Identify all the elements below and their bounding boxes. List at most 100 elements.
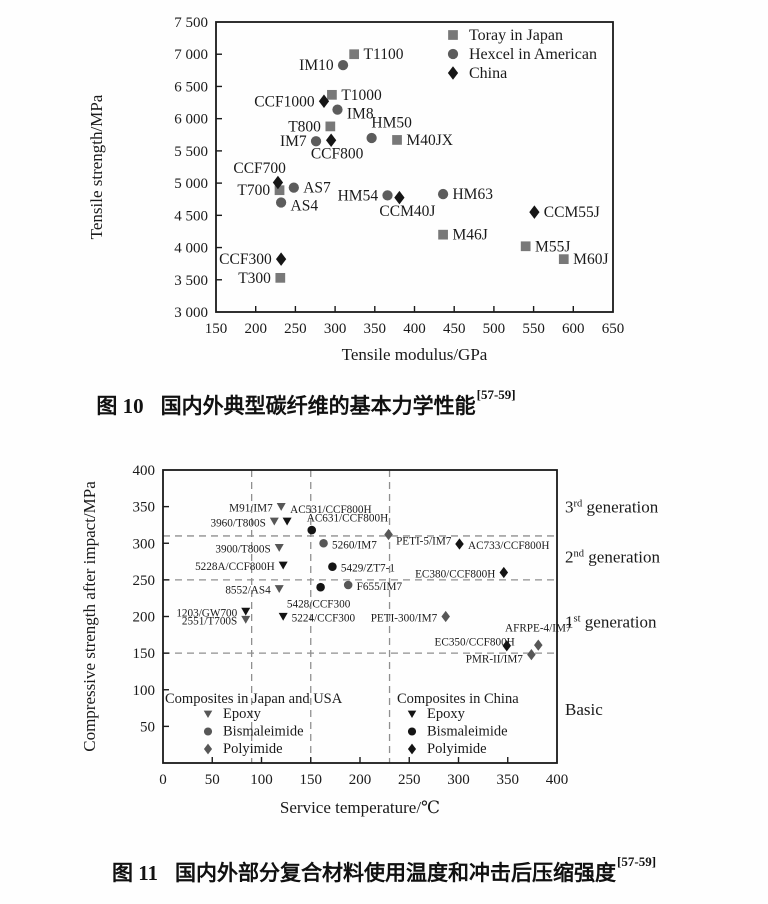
x-tick-label: 150	[300, 772, 323, 788]
data-point-1203/GW700	[241, 607, 251, 616]
y-tick-label: 350	[133, 500, 156, 516]
point-label-T300: T300	[238, 270, 271, 287]
figure10-scatter-chart: 150 200 250 300 350 400 450 500 550 600 650 3 000 3 …	[87, 15, 624, 364]
y-tick-label: 3 500	[174, 273, 208, 289]
figure11-caption: 图 11 国内外部分复合材料使用温度和冲击后压缩强度[57-59]	[0, 854, 768, 887]
point-label-M55J: M55J	[535, 238, 570, 255]
y-tick-label: 250	[133, 573, 156, 589]
legend-diamond-marker	[447, 66, 459, 80]
y-tick-label: 300	[133, 536, 156, 552]
point-label-T800: T800	[288, 118, 321, 135]
data-point-T1000	[327, 89, 337, 100]
x-tick-label: 0	[159, 772, 167, 788]
x-tick-label: 300	[447, 772, 470, 788]
data-point-CCF700	[272, 175, 284, 190]
figure11-caption-number: 图 11	[111, 861, 159, 885]
generation-label: 3rd generation	[565, 498, 659, 517]
x-tick-label: 250	[398, 772, 421, 788]
data-point-T1100	[349, 49, 360, 60]
generation-label-part: rd	[574, 499, 584, 510]
y-tick-label: 100	[133, 683, 156, 699]
y-axis-label: Compressive strength after impact/MPa	[80, 481, 99, 752]
data-point-CCF1000	[318, 94, 330, 109]
legend-triangle-down-marker	[407, 710, 417, 719]
legend-label: Hexcel in American	[469, 46, 597, 63]
point-label-AC733/CCF800H: AC733/CCF800H	[468, 540, 549, 552]
data-point-AS4	[275, 197, 287, 208]
data-point-PETI-300/IM7	[441, 610, 450, 623]
figure10-caption-reference: [57-59]	[476, 387, 516, 403]
y-tick-label: 5 000	[174, 176, 208, 192]
data-point-AC631/CCF800H	[307, 525, 317, 535]
generation-label-part: st	[574, 614, 581, 625]
y-tick-label: 6 500	[174, 79, 208, 95]
data-point-PETI-5/IM7	[384, 528, 393, 541]
point-label-3960/T800S: 3960/T800S	[210, 517, 265, 529]
data-point-HM63	[437, 188, 449, 200]
x-tick-label: 300	[324, 321, 347, 337]
x-tick-label: 450	[443, 321, 466, 337]
point-label-EC380/CCF800H: EC380/CCF800H	[415, 569, 495, 581]
y-axis-label: Tensile strength/MPa	[87, 94, 106, 239]
data-point-M55J	[520, 241, 531, 252]
point-label-IM10: IM10	[299, 57, 334, 74]
point-label-EC350/CCF800H: EC350/CCF800H	[435, 636, 515, 648]
x-tick-label: 150	[205, 321, 228, 337]
y-tick-label: 6 000	[174, 112, 208, 128]
y-tick-label: 200	[133, 610, 156, 626]
y-tick-label: 7 000	[174, 47, 208, 63]
x-tick-label: 200	[244, 321, 267, 337]
data-point-2551/T700S	[241, 615, 251, 624]
x-tick-label: 550	[522, 321, 545, 337]
legend-block-header: Composites in Japan and USA	[165, 691, 343, 707]
generation-label: 1st generation	[565, 613, 657, 632]
generation-label: Basic	[565, 700, 603, 719]
generation-label-part: 3	[565, 498, 574, 517]
legend-circle-marker	[407, 727, 417, 736]
generation-label-part: generation	[582, 498, 658, 517]
data-point-IM7	[310, 136, 322, 147]
point-label-CCF300: CCF300	[219, 251, 272, 268]
point-label-PMR-II/IM7: PMR-II/IM7	[466, 654, 524, 666]
x-tick-label: 400	[403, 321, 426, 337]
figure11-scatter-chart: 0 50 100 150 200 250 300 350 400 50 100 150 200 250 30…	[80, 463, 661, 817]
data-point-CCF800	[326, 133, 337, 148]
data-point-5224/CCF300	[278, 612, 288, 621]
point-label-HM63: HM63	[452, 186, 493, 203]
point-label-1203/GW700: 1203/GW700	[176, 607, 237, 619]
data-point-T300	[275, 272, 286, 283]
point-label-IM8: IM8	[347, 106, 374, 123]
legend-item-label: Polyimide	[223, 741, 283, 757]
legend-label: Toray in Japan	[469, 27, 563, 44]
x-tick-label: 600	[562, 321, 585, 337]
x-axis-label: Service temperature/℃	[280, 798, 440, 817]
point-label-5228A/CCF800H: 5228A/CCF800H	[195, 561, 275, 573]
y-tick-label: 4 500	[174, 208, 208, 224]
y-tick-label: 5 500	[174, 144, 208, 160]
point-label-M91/IM7: M91/IM7	[229, 503, 273, 515]
point-label-CCF800: CCF800	[311, 146, 364, 163]
point-label-5429/ZT7-1: 5429/ZT7-1	[341, 563, 395, 575]
generation-label-part: 1	[565, 613, 574, 632]
point-label-AFRPE-4/IM7: AFRPE-4/IM7	[505, 623, 572, 635]
point-label-M60J: M60J	[573, 251, 608, 268]
data-point-AS7	[288, 182, 299, 193]
figure11-caption-text: 国内外部分复合材料使用温度和冲击后压缩强度	[175, 861, 617, 885]
legend-item-label: Bismaleimide	[223, 724, 304, 740]
figure10-caption-text: 国内外典型碳纤维的基本力学性能	[160, 394, 476, 418]
legend-diamond-marker	[407, 743, 417, 755]
x-tick-label: 200	[349, 772, 372, 788]
y-tick-label: 3 000	[174, 305, 208, 321]
point-label-M40JX: M40JX	[406, 132, 453, 149]
point-label-T1100: T1100	[364, 46, 404, 63]
data-point-PMR-II/IM7	[527, 648, 536, 661]
legend-item-label: Epoxy	[427, 706, 466, 722]
data-point-M46J	[438, 229, 448, 240]
data-point-IM10	[337, 60, 349, 71]
data-point-5260/IM7	[319, 538, 328, 548]
legend-item-label: Polyimide	[427, 741, 487, 757]
point-label-F655/IM7: F655/IM7	[357, 581, 403, 593]
chart-legend: Toray in Japan Hexcel in American China	[447, 27, 597, 82]
data-point-M91/IM7	[276, 503, 286, 511]
y-tick-label: 50	[140, 719, 155, 735]
